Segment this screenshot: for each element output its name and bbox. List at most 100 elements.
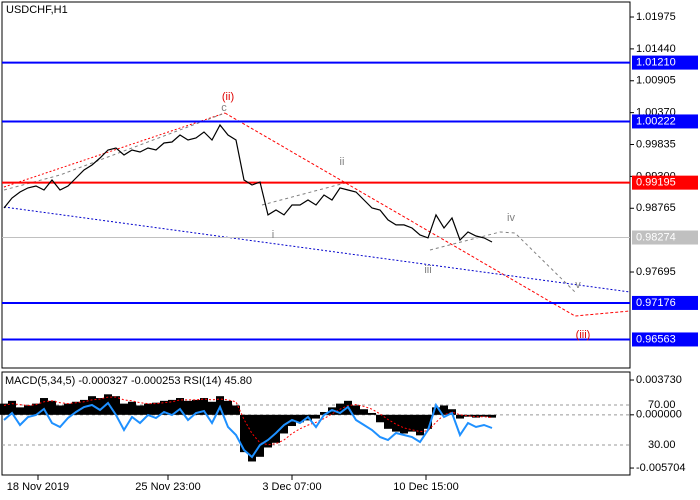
histogram-bar (360, 409, 368, 415)
histogram-bar (456, 414, 464, 419)
level-label-box (632, 332, 698, 347)
price-line (3, 123, 493, 243)
histogram-bar (392, 414, 400, 432)
forecast-line (429, 231, 576, 293)
histogram-bar (376, 414, 384, 423)
indicator-title: MACD(5,34,5) -0.000327 -0.000253 RSI(14)… (5, 375, 252, 387)
channel-line (3, 206, 631, 293)
y-tick-label: 0.000000 (636, 409, 682, 421)
histogram-bar (168, 399, 176, 415)
wave-label: iii (424, 264, 431, 276)
histogram-bar (224, 400, 232, 415)
histogram-bar (312, 414, 320, 419)
histogram-bar (32, 403, 40, 415)
y-tick-label: 0.003730 (636, 374, 682, 386)
histogram-bar (440, 405, 448, 415)
y-tick-label: 1.01440 (636, 43, 676, 55)
wave-label: (ii) (222, 91, 234, 103)
wave-line (224, 112, 631, 317)
wave-label: iv (507, 212, 515, 224)
histogram-bar (8, 400, 16, 415)
histogram-bar (72, 401, 80, 415)
histogram-bar (432, 407, 440, 415)
x-tick-label: 3 Dec 07:00 (262, 481, 321, 493)
level-label: 1.01210 (636, 56, 676, 68)
histogram-bar (352, 405, 360, 415)
histogram-bar (240, 414, 248, 453)
histogram-bar (112, 396, 120, 415)
histogram-bar (144, 403, 152, 415)
x-tick-label: 18 Nov 2019 (7, 481, 69, 493)
histogram-bar (40, 398, 48, 415)
histogram-bar (320, 412, 328, 415)
wave-label: c (221, 102, 227, 114)
histogram-bar (96, 398, 104, 415)
histogram-bar (384, 414, 392, 429)
histogram-bar (56, 405, 64, 415)
wave-line (261, 182, 346, 206)
level-label: 1.00222 (636, 115, 676, 127)
level-label: 0.98274 (636, 231, 676, 243)
level-label-box (632, 175, 698, 190)
histogram-bar (488, 414, 496, 418)
histogram-bar (248, 414, 256, 462)
histogram-bar (368, 412, 376, 415)
y-tick-label: 1.00905 (636, 75, 676, 87)
wave-label: v (575, 279, 581, 291)
wave-label: ii (340, 156, 345, 168)
wave-label: i (272, 229, 274, 241)
level-label: 0.97176 (636, 297, 676, 309)
x-tick-label: 25 Nov 23:00 (135, 481, 200, 493)
level-label: 0.96563 (636, 333, 676, 345)
histogram-bar (480, 414, 488, 417)
histogram-bar (136, 405, 144, 415)
histogram-bar (200, 398, 208, 415)
histogram-bar (160, 400, 168, 415)
indicator-frame (1, 371, 631, 476)
y-tick-label: -0.005704 (636, 462, 686, 474)
wave-line (3, 112, 226, 191)
y-tick-label: 0.99835 (636, 138, 676, 150)
histogram-bar (120, 403, 128, 415)
histogram-bar (16, 407, 24, 415)
histogram-bar (264, 414, 272, 448)
histogram-bar (232, 405, 240, 415)
histogram-bar (400, 414, 408, 434)
level-label-box (632, 114, 698, 129)
histogram-bar (208, 401, 216, 415)
level-label-box (632, 55, 698, 70)
y-tick-label: 0.97695 (636, 266, 676, 278)
y-tick-label: 0.98765 (636, 202, 676, 214)
histogram-bar (408, 414, 416, 432)
histogram-bar (464, 414, 472, 417)
y2-tick-label: 70.00 (648, 399, 676, 411)
level-label-box (632, 230, 698, 245)
level-label: 0.99195 (636, 177, 676, 189)
histogram-bar (128, 401, 136, 415)
level-label-box (632, 295, 698, 310)
histogram-bar (256, 414, 264, 457)
histogram-bar (64, 403, 72, 415)
histogram-bar (192, 399, 200, 415)
channel-line (3, 112, 226, 188)
histogram-bar (296, 414, 304, 423)
y2-tick-label: 30.00 (648, 439, 676, 451)
wave-label: (iii) (576, 329, 591, 341)
histogram-bar (472, 414, 480, 418)
main-frame (1, 1, 631, 369)
histogram-bar (48, 400, 56, 415)
histogram-bar (424, 414, 432, 429)
x-tick-label: 10 Dec 15:00 (393, 481, 458, 493)
histogram-bar (24, 405, 32, 415)
histogram-bar (176, 398, 184, 415)
histogram-bar (184, 400, 192, 415)
histogram-bar (0, 403, 8, 415)
chart-title: USDCHF,H1 (6, 4, 68, 16)
y-tick-label: 1.01975 (636, 11, 676, 23)
histogram-bar (152, 402, 160, 415)
histogram-bar (416, 414, 424, 436)
rsi-line (3, 401, 493, 459)
histogram-bar (272, 414, 280, 443)
